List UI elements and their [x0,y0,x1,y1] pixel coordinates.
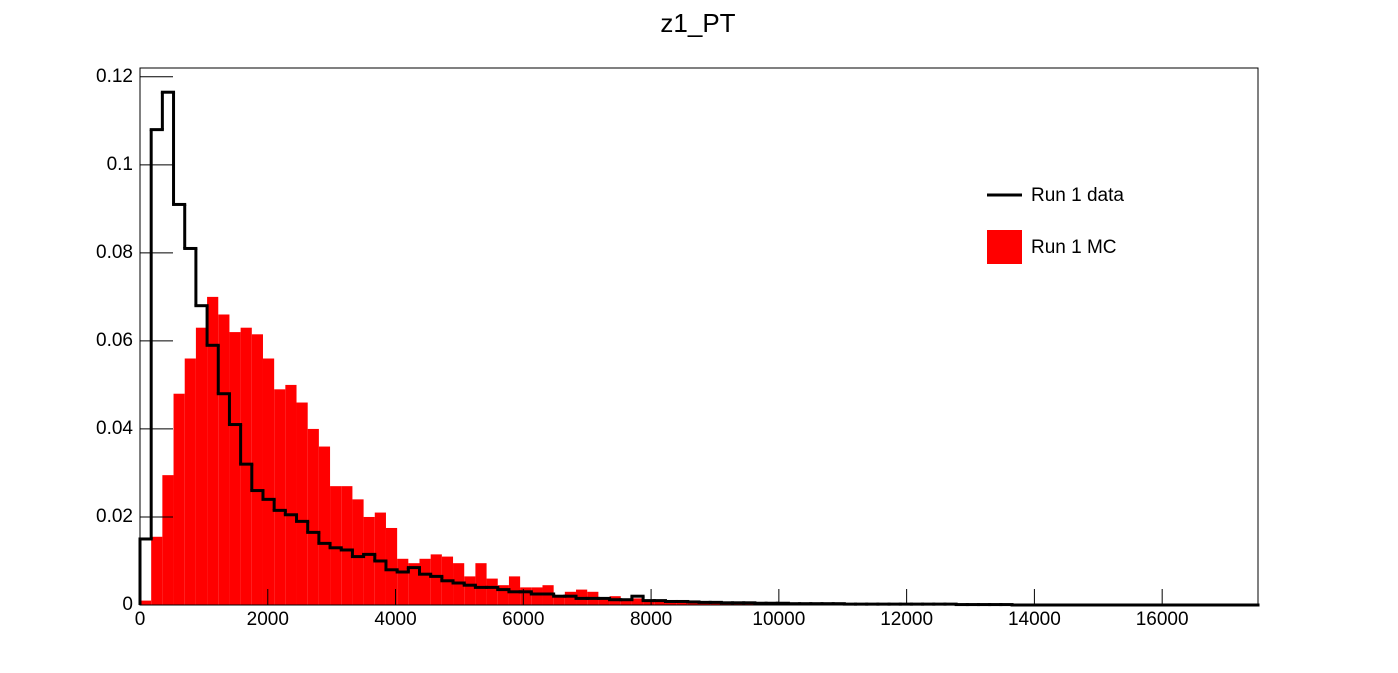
histogram-bar [184,358,196,605]
x-tick-label: 0 [135,609,146,630]
histogram-bar [564,591,577,605]
y-tick-label: 0.12 [96,66,133,87]
histogram-bar [520,587,532,605]
histogram-bar [475,563,487,605]
histogram-bar [195,327,208,605]
histogram-bar [732,603,744,605]
histogram-bar [710,603,722,605]
y-tick-label: 0.04 [96,418,133,439]
histogram-bar [497,585,509,605]
x-tick-label: 14000 [1008,609,1061,630]
histogram-bar [207,296,219,605]
histogram-bar [240,327,252,605]
histogram-bar [363,516,375,605]
histogram-bar [352,499,364,605]
histogram-bar [486,578,498,605]
histogram-bar [218,314,230,605]
histogram-bar [251,334,263,605]
histogram-bar [397,558,409,605]
histogram-bar [374,512,386,605]
x-tick-label: 16000 [1136,609,1189,630]
histogram-bar [341,486,353,605]
y-tick-label: 0.1 [107,154,133,175]
histogram-bar [620,600,632,605]
x-tick-label: 4000 [374,609,416,630]
histogram-bar [464,576,476,605]
histogram-bar [743,603,755,605]
histogram-bar [229,332,241,605]
histogram-bar [296,402,308,605]
x-tick-label: 2000 [247,609,289,630]
legend-label: Run 1 data [1031,185,1124,206]
histogram-bar [598,598,610,605]
chart-title: z1_PT [660,8,735,38]
histogram-bar [676,602,688,605]
histogram-bar [531,587,543,605]
frame [139,67,1259,606]
x-tick-label: 12000 [880,609,933,630]
histogram-bar [699,603,711,605]
histogram-bar [162,475,174,605]
histogram-bar [318,446,331,605]
histogram-bar [262,358,275,605]
histogram-bar [721,603,733,605]
histogram-bar [643,600,655,605]
histogram-bar [631,598,644,605]
x-tick-label: 6000 [502,609,544,630]
histogram-bar [553,596,565,605]
histogram-bar [140,600,152,605]
histogram-bar [307,428,319,605]
histogram-bar [151,536,163,605]
y-tick-label: 0.08 [96,242,133,263]
x-tick-label: 8000 [630,609,672,630]
legend-swatch [987,230,1022,264]
histogram-bar [687,602,699,605]
histogram-bar [654,600,666,605]
x-tick-label: 10000 [752,609,805,630]
legend-label: Run 1 MC [1031,237,1117,258]
histogram-bar [173,393,185,605]
histogram-bar [430,554,442,605]
histogram-bar [285,384,297,605]
histogram-bar [665,602,677,605]
y-tick-label: 0 [122,594,133,615]
histogram-bar [408,563,420,605]
plot-area [138,90,1260,607]
histogram-bar [274,389,286,605]
histogram-bar [330,486,342,605]
histogram-bar [419,558,431,605]
y-tick-label: 0.02 [96,506,133,527]
y-tick-label: 0.06 [96,330,133,351]
histogram-bar [385,527,398,605]
